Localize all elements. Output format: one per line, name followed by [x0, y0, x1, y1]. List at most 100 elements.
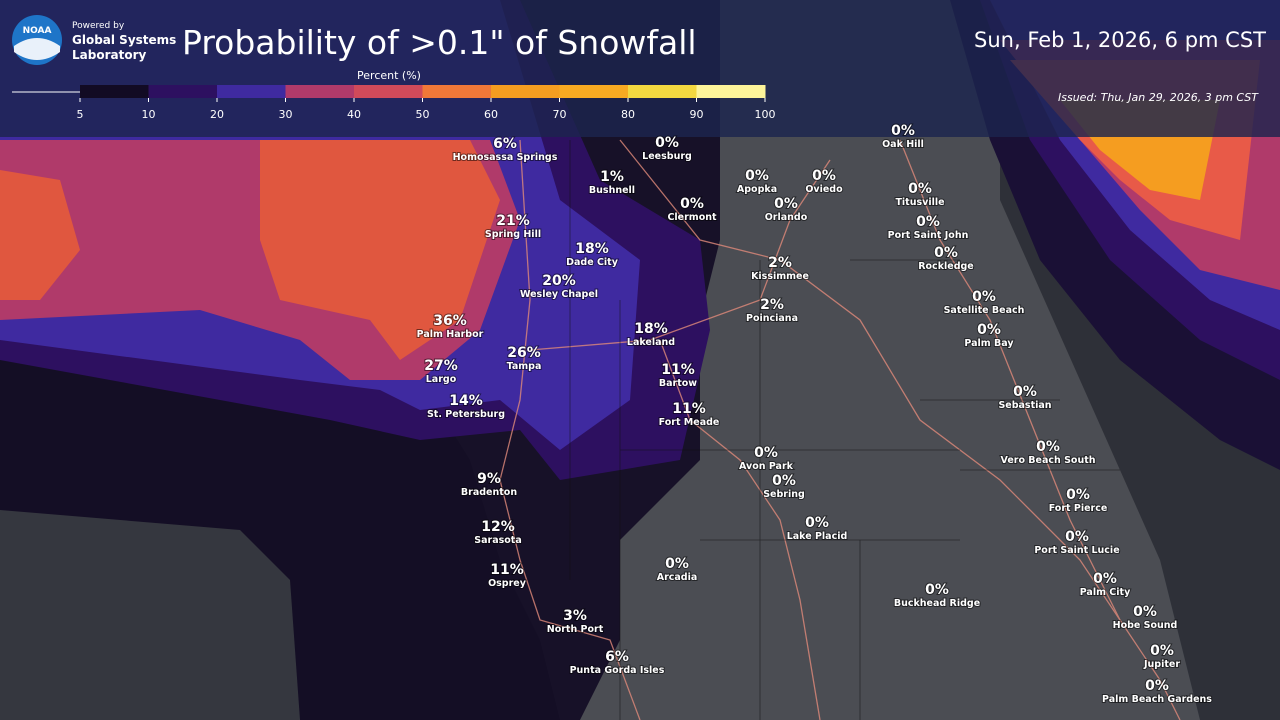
city-name: Titusville [895, 197, 944, 208]
city-percent: 0% [772, 473, 796, 489]
legend-swatch [422, 85, 492, 98]
title: Probability of >0.1" of Snowfall [182, 23, 697, 62]
city-percent: 21% [496, 213, 530, 229]
city-percent: 0% [1133, 604, 1157, 620]
header-band [0, 0, 1280, 137]
legend-tick-label: 40 [347, 108, 361, 121]
city-percent: 26% [507, 345, 541, 361]
city-name: Sarasota [474, 535, 521, 546]
county-lines [569, 140, 1120, 720]
legend-tick-label: 60 [484, 108, 498, 121]
powered-by: Powered by [72, 21, 125, 31]
city-name: Dade City [566, 257, 619, 268]
legend-tick-label: 80 [621, 108, 635, 121]
city-name: Rockledge [918, 261, 974, 272]
legend: 5 10 20 30 40 50 60 70 80 90 100 [77, 85, 776, 121]
city-percent: 0% [1013, 384, 1037, 400]
city-percent: 18% [575, 241, 609, 257]
shade-40 [0, 170, 80, 300]
city-name: Lakeland [627, 337, 675, 348]
legend-swatch [80, 85, 149, 98]
city-percent: 0% [934, 245, 958, 261]
legend-swatch [628, 85, 697, 98]
lab-name: Laboratory [72, 48, 146, 62]
city-name: Fort Pierce [1049, 503, 1108, 514]
city-name: Poinciana [746, 313, 798, 324]
legend-swatch [491, 85, 560, 98]
legend-tick-label: 50 [416, 108, 430, 121]
city-name: Bartow [659, 378, 697, 389]
city-percent: 0% [812, 168, 836, 184]
city-name: Palm Beach Gardens [1102, 694, 1212, 705]
city-percent: 9% [477, 471, 501, 487]
city-name: Palm Bay [964, 338, 1014, 349]
legend-tick-label: 30 [279, 108, 293, 121]
city-name: Spring Hill [485, 229, 541, 240]
city-percent: 27% [424, 358, 458, 374]
city-percent: 0% [1065, 529, 1089, 545]
city-percent: 20% [542, 273, 576, 289]
city-name: Largo [426, 374, 457, 385]
legend-swatch [217, 85, 286, 98]
city-percent: 6% [605, 649, 629, 665]
city-name: Avon Park [739, 461, 794, 472]
city-percent: 0% [805, 515, 829, 531]
city-percent: 11% [672, 401, 706, 417]
legend-swatch [148, 85, 218, 98]
city-percent: 0% [916, 214, 940, 230]
city-name: Satellite Beach [944, 305, 1025, 316]
legend-tick-label: 20 [210, 108, 224, 121]
legend-swatch [559, 85, 629, 98]
valid-time: Sun, Feb 1, 2026, 6 pm CST [974, 28, 1266, 52]
city-percent: 14% [449, 393, 483, 409]
city-percent: 18% [634, 321, 668, 337]
city-percent: 0% [754, 445, 778, 461]
logo-wave [14, 38, 60, 60]
city-name: North Port [547, 624, 604, 635]
city-name: Punta Gorda Isles [570, 665, 665, 676]
city-name: St. Petersburg [427, 409, 505, 420]
city-percent: 2% [760, 297, 784, 313]
land-west [0, 510, 300, 720]
city-name: Tampa [507, 361, 542, 372]
legend-title: Percent (%) [357, 69, 421, 82]
city-percent: 12% [481, 519, 515, 535]
city-percent: 0% [1036, 439, 1060, 455]
city-percent: 0% [1066, 487, 1090, 503]
legend-swatch [354, 85, 423, 98]
city-percent: 36% [433, 313, 467, 329]
city-name: Palm City [1080, 587, 1131, 598]
issued-time: Issued: Thu, Jan 29, 2026, 3 pm CST [1058, 91, 1259, 104]
city-percent: 0% [655, 135, 679, 151]
city-name: Port Saint Lucie [1034, 545, 1119, 556]
city-percent: 0% [1150, 643, 1174, 659]
city-name: Apopka [737, 184, 777, 195]
city-name: Orlando [765, 212, 808, 223]
city-percent: 0% [680, 196, 704, 212]
city-percent: 6% [493, 136, 517, 152]
legend-tick-label: 5 [77, 108, 84, 121]
city-percent: 0% [665, 556, 689, 572]
city-name: Vero Beach South [1000, 455, 1095, 466]
city-percent: 0% [745, 168, 769, 184]
city-percent: 0% [977, 322, 1001, 338]
city-name: Lake Placid [787, 531, 848, 542]
city-name: Bradenton [461, 487, 517, 498]
city-percent: 0% [891, 123, 915, 139]
legend-tick-label: 90 [690, 108, 704, 121]
city-percent: 1% [600, 169, 624, 185]
city-percent: 0% [1145, 678, 1169, 694]
logo-text: NOAA [23, 26, 52, 36]
city-percent: 11% [490, 562, 524, 578]
city-labels: 6%Homosassa Springs1%Bushnell0%Leesburg0… [416, 122, 1214, 706]
city-name: Palm Harbor [417, 329, 484, 340]
city-name: Homosassa Springs [453, 152, 558, 163]
city-name: Kissimmee [751, 271, 809, 282]
city-percent: 11% [661, 362, 695, 378]
city-percent: 0% [1093, 571, 1117, 587]
city-name: Port Saint John [888, 230, 969, 241]
city-name: Bushnell [589, 185, 635, 196]
city-name: Arcadia [657, 572, 698, 583]
city-percent: 0% [774, 196, 798, 212]
